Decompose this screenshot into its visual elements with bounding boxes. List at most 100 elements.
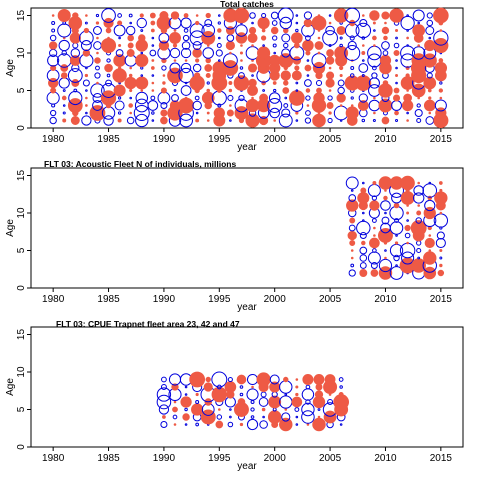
residual-bubble-negative (85, 111, 88, 115)
residual-bubble-negative (439, 81, 443, 85)
residual-bubble-negative (327, 399, 334, 405)
residual-bubble-negative (422, 183, 438, 198)
residual-bubble-positive (359, 269, 368, 277)
residual-bubble-positive (313, 374, 325, 385)
residual-bubble-positive (128, 73, 133, 78)
residual-bubble-negative (361, 118, 366, 123)
residual-bubble-negative (337, 79, 345, 87)
residual-bubble-negative (81, 115, 92, 126)
residual-bubble-negative (317, 408, 321, 411)
residual-bubble-positive (173, 423, 177, 426)
residual-bubble-negative (283, 42, 289, 49)
x-tick-label: 2010 (374, 294, 397, 305)
residual-bubble-positive (283, 376, 289, 383)
residual-bubble-positive (169, 32, 181, 44)
residual-bubble-positive (127, 42, 134, 49)
residual-bubble-positive (314, 390, 324, 399)
residual-bubble-positive (257, 46, 271, 60)
residual-bubble-positive (439, 188, 443, 193)
residual-bubble-positive (304, 64, 312, 72)
residual-bubble-negative (84, 21, 88, 25)
y-tick-label: 5 (16, 87, 27, 93)
residual-bubble-negative (362, 59, 365, 62)
residual-bubble-negative (426, 19, 434, 27)
residual-bubble-positive (288, 90, 305, 106)
residual-bubble-positive (424, 237, 435, 249)
residual-bubble-positive (83, 27, 90, 34)
residual-bubble-positive (206, 119, 210, 122)
residual-bubble-positive (317, 14, 321, 17)
plot-area: 1980 1985 1990 1995 2000 2005 2010 2015 0 5 10 15 (16, 7, 464, 145)
residual-bubble-positive (173, 29, 177, 32)
residual-bubble-positive (381, 11, 390, 20)
x-tick-label: 2015 (430, 294, 453, 305)
residual-bubble-positive (195, 14, 199, 17)
residual-bubble-negative (169, 47, 181, 59)
residual-bubble-positive (251, 385, 254, 389)
residual-bubble-positive (381, 116, 390, 125)
y-axis-title: Age (5, 378, 16, 396)
residual-bubble-negative (262, 415, 265, 419)
residual-bubble-positive (229, 51, 232, 55)
residual-bubble-negative (395, 36, 398, 40)
residual-bubble-positive (228, 81, 233, 85)
residual-bubble-positive (82, 49, 91, 57)
residual-bubble-negative (281, 33, 291, 43)
residual-bubble-negative (235, 24, 248, 37)
residual-bubble-positive (167, 67, 183, 84)
residual-bubble-negative (140, 66, 144, 70)
residual-bubble-positive (270, 26, 279, 35)
residual-bubble-positive (178, 97, 194, 114)
residual-bubble-positive (383, 195, 388, 201)
residual-bubble-positive (362, 14, 365, 17)
residual-bubble-negative (70, 48, 81, 58)
residual-bubble-positive (305, 88, 311, 93)
x-tick-label: 1980 (42, 453, 65, 464)
residual-bubble-positive (372, 21, 376, 25)
residual-bubble-positive (85, 14, 88, 17)
residual-bubble-positive (428, 111, 432, 115)
residual-bubble-positive (439, 211, 443, 215)
residual-bubble-positive (172, 406, 178, 413)
residual-bubble-negative (414, 108, 423, 118)
residual-bubble-negative (273, 88, 277, 93)
y-tick-label: 10 (16, 366, 27, 378)
residual-bubble-positive (118, 43, 122, 48)
residual-bubble-negative (348, 269, 356, 277)
residual-bubble-negative (95, 13, 100, 18)
residual-bubble-positive (434, 61, 448, 75)
residual-bubble-positive (233, 7, 250, 24)
residual-bubble-positive (346, 199, 359, 212)
residual-bubble-positive (373, 111, 376, 115)
residual-bubble-negative (359, 231, 367, 240)
residual-bubble-negative (295, 14, 299, 17)
residual-bubble-positive (126, 49, 135, 57)
residual-bubble-negative (49, 48, 58, 58)
residual-bubble-positive (279, 417, 293, 432)
residual-bubble-positive (213, 107, 225, 119)
residual-bubble-negative (62, 111, 66, 115)
residual-bubble-negative (400, 15, 415, 31)
residual-bubble-negative (106, 58, 111, 63)
residual-bubble-negative (195, 111, 199, 115)
residual-bubble-positive (226, 109, 234, 117)
residual-bubble-positive (96, 51, 99, 55)
residual-bubble-negative (160, 101, 168, 110)
residual-bubble-positive (411, 83, 426, 98)
residual-bubble-negative (337, 86, 345, 95)
panel-total-catches: Total catches Age year 1980 1985 1990 1995 2… (5, 0, 464, 153)
residual-bubble-positive (372, 181, 377, 185)
residual-bubble-negative (85, 89, 88, 92)
residual-bubble-positive (295, 385, 299, 389)
x-tick-label: 1985 (97, 453, 120, 464)
residual-bubble-positive (180, 396, 192, 408)
residual-bubble-negative (372, 118, 376, 123)
residual-bubble-negative (194, 95, 200, 101)
residual-bubble-positive (405, 73, 410, 78)
residual-bubble-positive (439, 263, 443, 268)
residual-bubble-negative (417, 21, 420, 25)
residual-bubble-negative (281, 108, 291, 118)
residual-bubble-positive (326, 71, 335, 80)
residual-bubble-negative (259, 420, 268, 429)
residual-bubble-positive (57, 8, 71, 23)
